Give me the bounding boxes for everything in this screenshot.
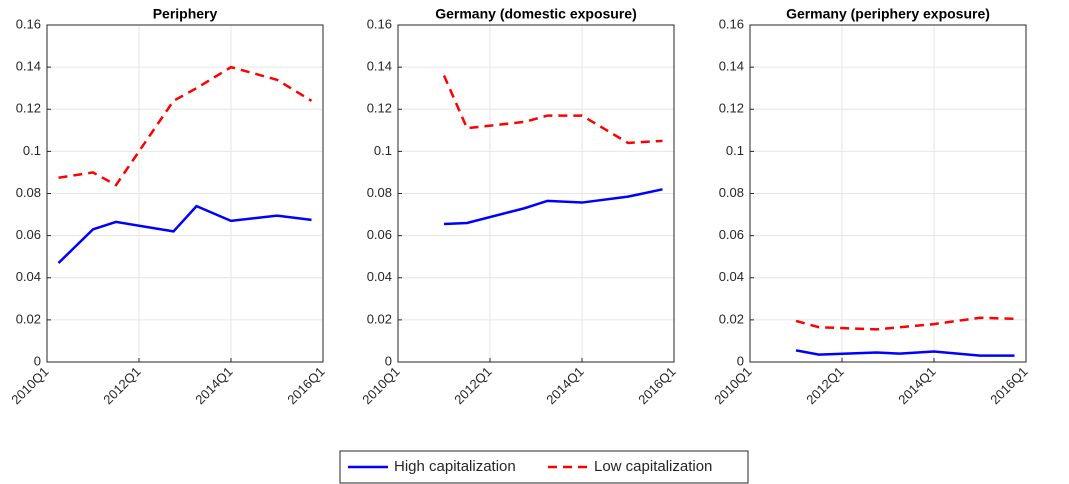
chart-title: Germany (domestic exposure) (435, 6, 637, 22)
chart-title: Germany (periphery exposure) (786, 6, 990, 22)
y-tick-label: 0.02 (719, 311, 744, 326)
y-tick-label: 0.02 (16, 311, 41, 326)
y-tick-label: 0.06 (719, 227, 744, 242)
series-line (795, 349, 1015, 357)
y-tick-label: 0.16 (719, 16, 744, 31)
y-tick-label: 0 (737, 353, 744, 368)
y-tick-label: 0.1 (374, 143, 392, 158)
series-line (58, 65, 313, 187)
y-tick-label: 0.12 (719, 101, 744, 116)
y-tick-label: 0.1 (726, 143, 744, 158)
plot-frame (397, 24, 675, 363)
legend-box (339, 450, 749, 484)
y-tick-label: 0.08 (367, 185, 392, 200)
y-tick-label: 0.04 (719, 269, 744, 284)
y-tick-label: 0.04 (367, 269, 392, 284)
x-tick-label: 2016Q1 (987, 364, 1030, 407)
series-line (795, 316, 1015, 331)
x-tick-label: 2010Q1 (359, 364, 402, 407)
y-tick-label: 0.02 (367, 311, 392, 326)
y-tick-label: 0.06 (16, 227, 41, 242)
y-tick-label: 0 (385, 353, 392, 368)
y-tick-label: 0.08 (719, 185, 744, 200)
plot-frame (749, 24, 1027, 363)
y-tick-label: 0.06 (367, 227, 392, 242)
x-tick-label: 2010Q1 (8, 364, 51, 407)
y-tick-label: 0.08 (16, 185, 41, 200)
x-tick-label: 2014Q1 (895, 364, 938, 407)
x-tick-label: 2014Q1 (543, 364, 586, 407)
series-line (57, 204, 312, 264)
legend-label: Low capitalization (594, 458, 712, 475)
x-tick-label: 2016Q1 (284, 364, 327, 407)
x-tick-label: 2014Q1 (192, 364, 235, 407)
y-tick-label: 0.16 (367, 16, 392, 31)
x-tick-label: 2012Q1 (100, 364, 143, 407)
y-tick-label: 0 (34, 353, 41, 368)
chart-title: Periphery (153, 6, 218, 22)
plot-frame (46, 24, 324, 363)
y-tick-label: 0.1 (23, 143, 41, 158)
y-tick-label: 0.12 (16, 101, 41, 116)
x-tick-label: 2012Q1 (451, 364, 494, 407)
y-tick-label: 0.04 (16, 269, 41, 284)
y-tick-label: 0.14 (367, 59, 392, 74)
x-tick-label: 2012Q1 (803, 364, 846, 407)
y-tick-label: 0.16 (16, 16, 41, 31)
legend-label: High capitalization (394, 458, 516, 475)
y-tick-label: 0.14 (719, 59, 744, 74)
series-line (443, 188, 663, 226)
series-line (442, 75, 663, 145)
x-tick-label: 2010Q1 (711, 364, 754, 407)
y-tick-label: 0.14 (16, 59, 41, 74)
y-tick-label: 0.12 (367, 101, 392, 116)
x-tick-label: 2016Q1 (635, 364, 678, 407)
